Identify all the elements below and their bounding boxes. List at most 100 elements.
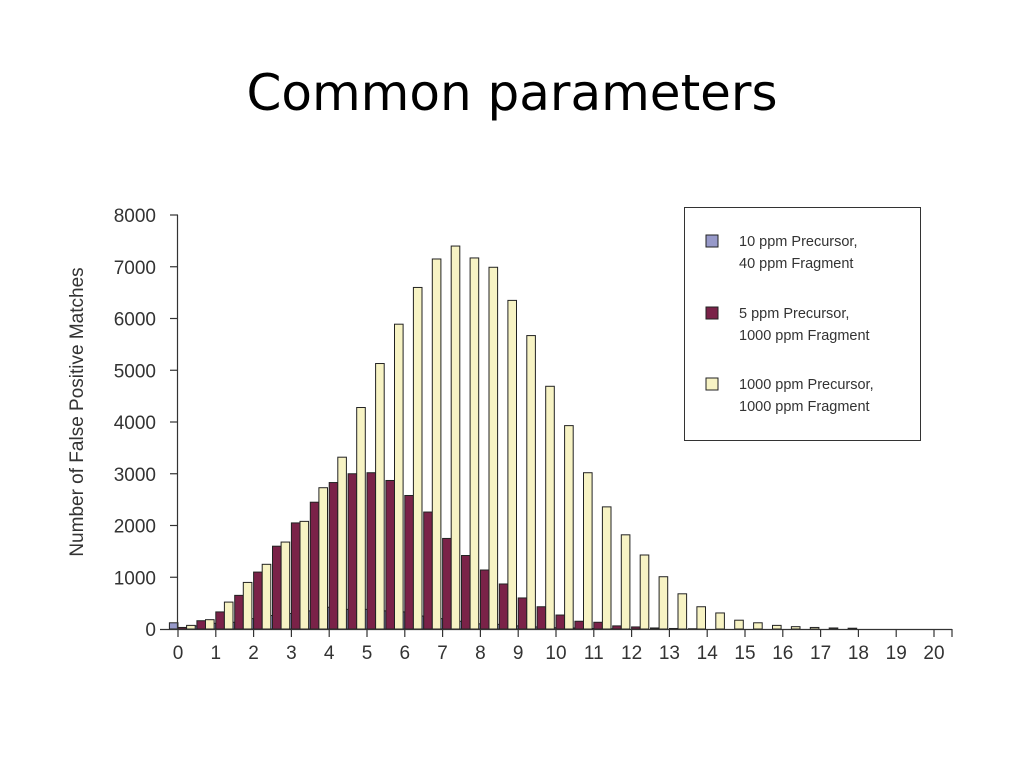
x-tick-label: 3: [286, 643, 297, 664]
legend-label-3: 1000 ppm Precursor, 1000 ppm Fragment: [739, 377, 874, 415]
x-tick-label: 1: [211, 643, 222, 664]
bar-s3-x15.5: [772, 624, 782, 630]
bar-s2-x0: [177, 626, 188, 630]
bar-s2-x6: [404, 494, 414, 630]
slide-title: Common parameters: [246, 64, 778, 122]
bar-s2-x12: [631, 626, 641, 630]
y-axis-label: Number of False Positive Matches: [67, 267, 88, 556]
x-tick-label: 19: [886, 643, 907, 664]
y-tick-label: 8000: [114, 206, 156, 227]
legend-box: [684, 207, 921, 441]
bar-s3-x8.5: [507, 299, 517, 630]
legend: 10 ppm Precursor, 40 ppm Fragment 5 ppm Pr…: [684, 207, 921, 441]
bar-s3-x7.5: [469, 257, 480, 630]
bar-s3-x3.5: [318, 487, 328, 630]
x-tick-label: 12: [621, 643, 642, 664]
bar-s3-x14.5: [734, 619, 744, 630]
x-tick-label: 2: [248, 643, 259, 664]
bars: [168, 245, 858, 630]
bar-s3-x12.5: [658, 576, 669, 630]
bar-s3-x17.5: [847, 627, 858, 630]
x-tick-label: 5: [362, 643, 373, 664]
bar-s2-x10: [555, 614, 566, 630]
bar-s2-x2: [253, 571, 263, 630]
bar-s3-x1.5: [242, 581, 253, 630]
y-tick-label: 4000: [114, 413, 156, 434]
x-tick-label: 8: [475, 643, 486, 664]
x-tick-label: 17: [810, 643, 831, 664]
bar-s2-x4: [328, 482, 339, 630]
bar-s3-x15: [753, 622, 763, 630]
bar-s2-x12.5: [650, 627, 660, 630]
bar-s2-x7: [442, 537, 452, 630]
bar-s3-x11.5: [620, 534, 631, 630]
legend-swatch-1: [705, 234, 719, 248]
x-tick-label: 15: [734, 643, 755, 664]
legend-label-2: 5 ppm Precursor, 1000 ppm Fragment: [739, 306, 870, 344]
bar-s2-x5: [366, 472, 377, 630]
bar-s3-x6: [412, 286, 423, 630]
bar-s3-x17: [828, 627, 839, 630]
bar-s2-x4.5: [347, 473, 358, 630]
y-tick-label: 2000: [114, 517, 156, 538]
bar-s3-x6.5: [431, 258, 442, 630]
x-tick-label: 0: [173, 643, 184, 664]
x-tick-label: 13: [659, 643, 680, 664]
bar-s3-x5: [375, 363, 385, 630]
y-tick-label: 6000: [114, 310, 156, 331]
bar-s3-x10: [564, 425, 574, 630]
y-tick-label: 5000: [114, 361, 156, 382]
bar-s3-x4: [337, 456, 347, 630]
y-tick-label: 1000: [114, 568, 156, 589]
bar-s3-x11: [601, 506, 612, 630]
bar-s2-x10.5: [574, 620, 585, 630]
bar-s2-x8.5: [498, 583, 509, 630]
y-tick-label: 3000: [114, 465, 156, 486]
bar-s3-x0: [186, 624, 196, 630]
x-tick-label: 11: [584, 643, 604, 664]
x-tick-label: 18: [848, 643, 869, 664]
bar-s3-x12: [639, 554, 650, 630]
bar-s3-x5.5: [394, 323, 404, 630]
bar-s2-x6.5: [423, 511, 433, 630]
bar-s2-x3.5: [309, 501, 320, 630]
bar-s2-x11.5: [612, 625, 622, 630]
bar-s3-x10.5: [583, 472, 593, 630]
bar-s2-x3: [290, 522, 301, 630]
x-tick-label: 16: [772, 643, 793, 664]
bar-s2-x1.5: [234, 594, 244, 630]
bar-s2-x7.5: [461, 555, 471, 630]
bar-s3-x16.5: [809, 626, 820, 630]
legend-label-1: 10 ppm Precursor, 40 ppm Fragment: [739, 234, 857, 272]
bar-s3-x0.5: [205, 619, 215, 630]
x-tick-label: 4: [324, 643, 335, 664]
bar-s2-x9: [517, 597, 528, 630]
bar-s3-x9: [526, 335, 536, 630]
x-tick-label: 20: [923, 643, 944, 664]
bar-s1-x0: [168, 622, 179, 630]
bar-s3-x4.5: [356, 407, 366, 630]
bar-s2-x2.5: [272, 545, 282, 630]
x-tick-label: 10: [545, 643, 566, 664]
bar-s2-x5.5: [385, 479, 395, 630]
bar-s3-x16: [790, 626, 801, 630]
legend-swatch-3: [705, 377, 719, 391]
bar-s3-x14: [715, 612, 725, 630]
bar-s2-x9.5: [536, 606, 547, 630]
y-tick-label: 0: [145, 620, 156, 641]
bar-s2-x11: [593, 621, 603, 630]
bar-s3-x1: [223, 601, 234, 630]
bar-s3-x8: [488, 266, 499, 630]
legend-swatch-2: [705, 306, 719, 320]
bar-s3-x13: [677, 593, 688, 630]
y-tick-label: 7000: [114, 258, 156, 279]
bar-s3-x2.5: [280, 541, 291, 630]
bar-s3-x7: [450, 245, 461, 630]
bar-s2-x0.5: [196, 620, 206, 630]
bar-s2-x1: [215, 611, 225, 630]
bar-s2-x8: [479, 569, 490, 630]
x-tick-label: 14: [697, 643, 719, 664]
x-tick-label: 9: [513, 643, 524, 664]
